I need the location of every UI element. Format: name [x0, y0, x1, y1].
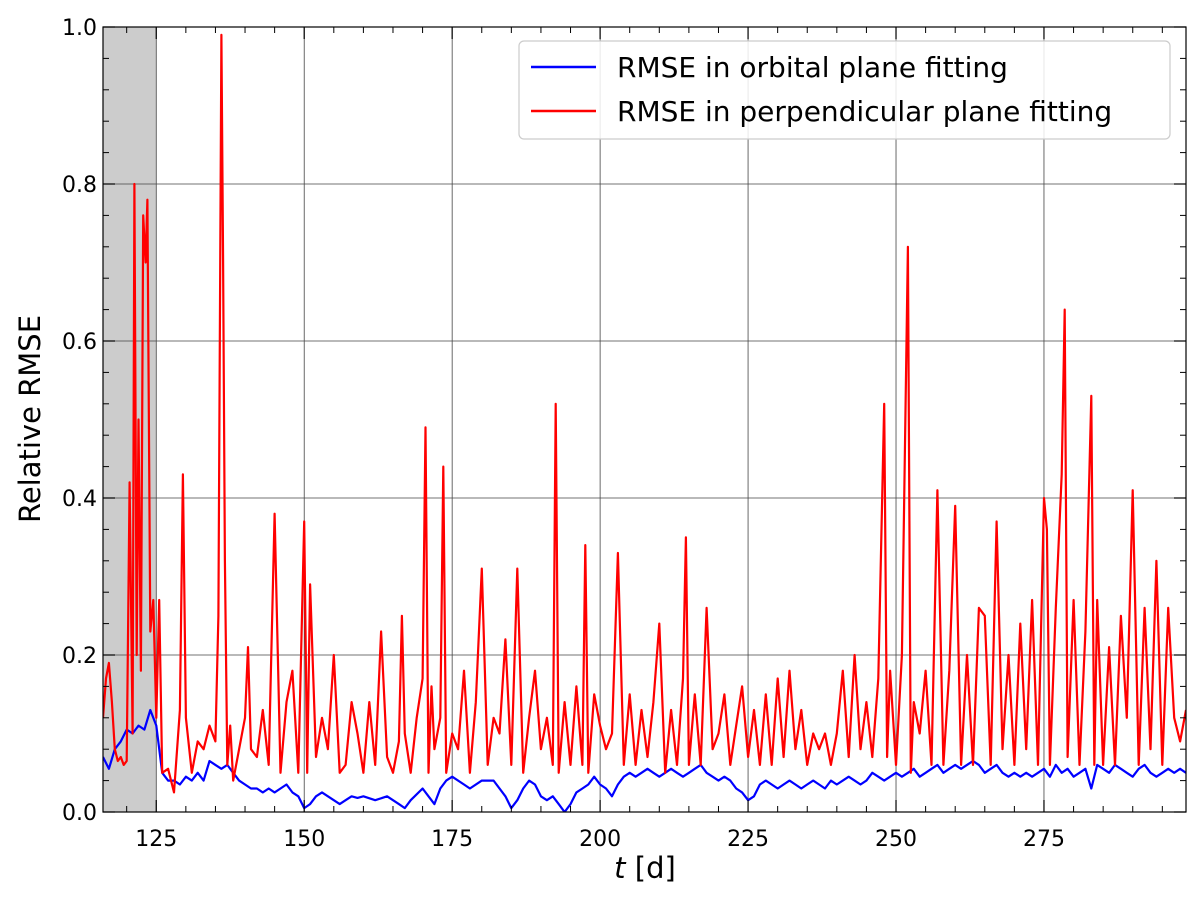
y-tick-label: 1.0	[62, 16, 97, 41]
x-axis-label-unit: [d]	[626, 851, 676, 885]
series-line-1	[103, 708, 1186, 812]
x-tick-label: 225	[727, 827, 769, 852]
y-tick-label: 0.0	[62, 801, 97, 826]
y-tick-label: 0.6	[62, 330, 97, 355]
plot-frame	[102, 26, 1187, 813]
y-tick-label: 0.2	[62, 644, 97, 669]
legend-box	[518, 40, 1171, 140]
series-line-2	[103, 33, 1186, 794]
x-tick-label: 150	[283, 827, 325, 852]
legend-entry-label: RMSE in orbital plane fitting	[617, 51, 1008, 84]
series-group	[103, 33, 1186, 812]
legend-entry-label: RMSE in perpendicular plane fitting	[617, 95, 1112, 128]
x-tick-label: 275	[1023, 827, 1065, 852]
x-axis-label-variable: t	[614, 851, 627, 885]
x-tick-label: 125	[135, 827, 177, 852]
y-tick-label: 0.8	[62, 173, 97, 198]
x-tick-label: 200	[579, 827, 621, 852]
legend: RMSE in orbital plane fitting RMSE in per…	[518, 40, 1171, 140]
plot-area: 125 150 175 200 225 250 275 0.0 0.2 0.4 0.6 0.8 1.0 R…	[62, 16, 1187, 852]
x-tick-label: 250	[875, 827, 917, 852]
y-axis-label: Relative RMSE	[13, 315, 47, 523]
x-tick-label: 175	[431, 827, 473, 852]
shaded-region	[103, 27, 157, 812]
y-tick-label: 0.4	[62, 487, 97, 512]
x-axis-label: t [d]	[614, 851, 676, 885]
